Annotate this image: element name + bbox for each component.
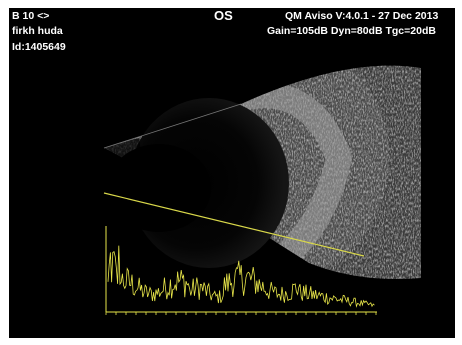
a-scan-trace [107, 245, 375, 308]
eye-label: OS [214, 8, 233, 23]
b-scan-image [103, 65, 421, 315]
gain-settings: Gain=105dB Dyn=80dB Tgc=20dB [267, 25, 436, 37]
sector-edge-top [103, 103, 242, 149]
probe-label: B 10 <> [12, 10, 50, 22]
patient-id: Id:1405649 [12, 41, 66, 53]
scan-vector-line[interactable] [103, 192, 365, 257]
ultrasound-viewport: B 10 <> firkh huda Id:1405649 OS QM Avis… [9, 8, 455, 338]
patient-name: firkh huda [12, 25, 63, 37]
software-version: QM Aviso V:4.0.1 - 27 Dec 2013 [285, 10, 439, 22]
a-scan-ticks [105, 312, 377, 315]
scan-sector [104, 65, 421, 279]
a-scan-axis [105, 226, 377, 313]
